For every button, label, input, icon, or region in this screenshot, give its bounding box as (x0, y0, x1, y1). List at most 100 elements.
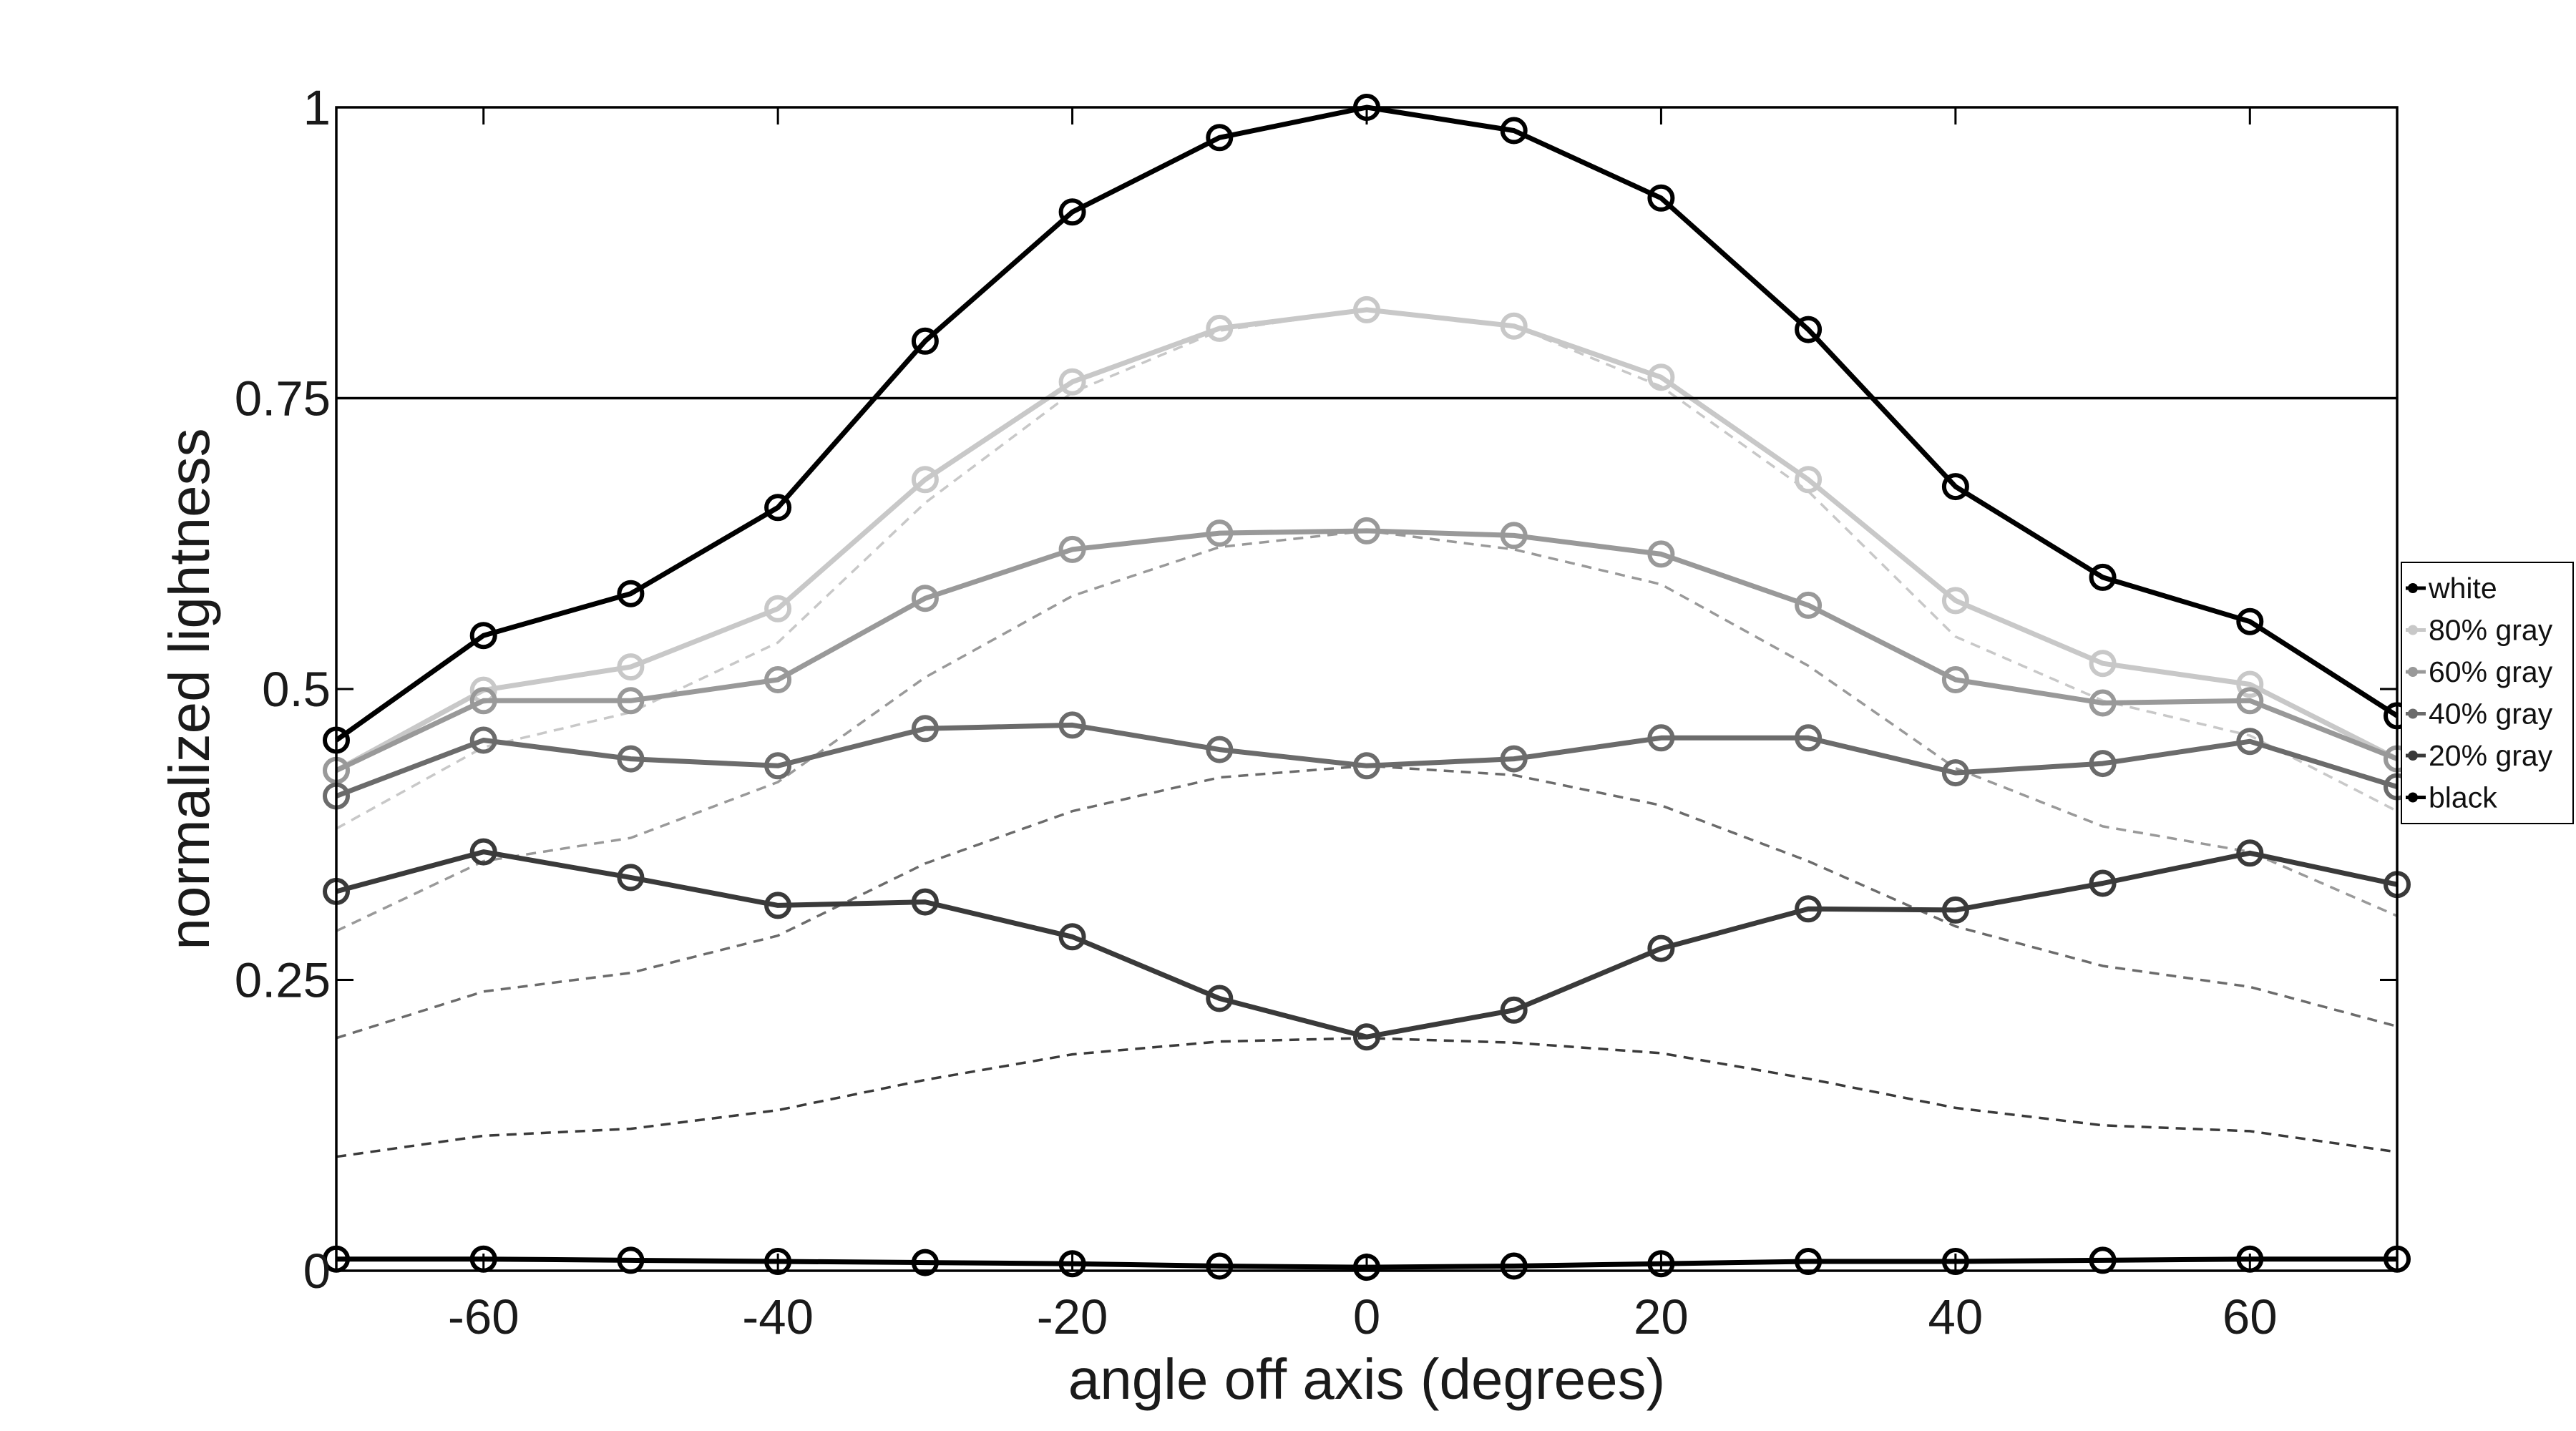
data-point (911, 466, 939, 494)
data-point (1206, 1252, 1234, 1280)
data-point (1500, 117, 1528, 145)
data-point (1353, 296, 1380, 323)
y-tick-label: 0.75 (235, 371, 331, 426)
legend-label: 40% gray (2429, 698, 2553, 731)
data-point (1500, 1252, 1528, 1280)
data-point (1795, 316, 1823, 343)
data-point (1647, 934, 1675, 962)
data-point (617, 653, 645, 681)
data-point (1941, 666, 1969, 693)
data-point (617, 745, 645, 773)
data-point (1500, 996, 1528, 1024)
data-point (1795, 895, 1823, 923)
data-point (1206, 985, 1234, 1012)
legend-item: 60% gray (2406, 655, 2553, 688)
data-point (1941, 896, 1969, 924)
data-point (764, 892, 792, 919)
series-line (335, 528, 2399, 773)
data-point (1500, 745, 1528, 773)
data-point (2236, 687, 2264, 715)
data-point (911, 585, 939, 612)
legend-label: white (2428, 572, 2497, 605)
legend-label: 80% gray (2429, 614, 2553, 647)
data-point (911, 1249, 939, 1276)
legend-label: 60% gray (2429, 655, 2553, 688)
data-point (1647, 363, 1675, 391)
data-point (1795, 591, 1823, 619)
data-point (2089, 750, 2117, 778)
data-point (1647, 184, 1675, 212)
data-point (2089, 650, 2117, 678)
x-tick-label: 20 (1634, 1289, 1689, 1344)
data-point (764, 752, 792, 780)
series-line (336, 849, 2398, 1040)
legend-item: 40% gray (2406, 698, 2553, 731)
data-point (1647, 724, 1675, 752)
y-tick-label: 1 (303, 80, 331, 135)
x-tick-label: -20 (1037, 1289, 1108, 1344)
x-tick-label: 60 (2223, 1289, 2278, 1344)
data-point (2089, 689, 2117, 717)
legend-item: black (2406, 781, 2497, 814)
data-point (764, 666, 792, 693)
data-point (469, 726, 497, 754)
data-point (1941, 759, 1969, 787)
data-point (617, 580, 645, 607)
data-point (1795, 1248, 1823, 1275)
data-point (1795, 724, 1823, 752)
data-point (1058, 923, 1086, 951)
legend-swatch-marker (2408, 625, 2418, 635)
legend-swatch-marker (2408, 583, 2418, 593)
y-tick-label: 0.25 (235, 953, 331, 1008)
series-line (335, 722, 2399, 798)
data-point (2089, 563, 2117, 591)
y-tick-label: 0 (303, 1244, 331, 1299)
data-point (764, 494, 792, 522)
data-point (1058, 198, 1086, 226)
data-point (911, 715, 939, 743)
legend-item: white (2406, 572, 2497, 605)
data-point (1058, 1250, 1086, 1278)
data-point (1058, 711, 1086, 739)
data-point (2236, 839, 2264, 867)
data-point (2236, 728, 2264, 756)
data-point (1795, 466, 1823, 494)
x-tick-label: -60 (448, 1289, 519, 1344)
x-axis-title: angle off axis (degrees) (1068, 1347, 1666, 1411)
data-point (2236, 670, 2264, 698)
data-point (469, 838, 497, 866)
data-point (1647, 540, 1675, 568)
x-tick-label: 40 (1928, 1289, 1983, 1344)
data-point (1206, 314, 1234, 342)
data-point (617, 687, 645, 715)
legend-item: 20% gray (2406, 739, 2553, 772)
data-point (1206, 736, 1234, 763)
data-point (1206, 124, 1234, 152)
data-point (469, 687, 497, 715)
data-point (764, 595, 792, 622)
y-tick-label: 0.5 (262, 662, 331, 717)
y-axis-title: normalized lightness (157, 428, 221, 949)
legend-swatch-marker (2408, 708, 2418, 719)
legend-item: 80% gray (2406, 614, 2553, 647)
data-point (1941, 473, 1969, 501)
axes: -60 -40 -20 0 20 40 60 0 0.25 0.5 0.75 1 angle off a… (157, 80, 2399, 1411)
data-point (1353, 517, 1380, 544)
legend-swatch-marker (2408, 792, 2418, 803)
series-20-gray (323, 838, 2411, 1051)
data-point (1353, 752, 1380, 780)
x-tick-label: -40 (742, 1289, 814, 1344)
series-60-gray (323, 517, 2411, 784)
data-point (1941, 587, 1969, 615)
legend-box (2401, 562, 2574, 824)
data-point (1941, 1248, 1969, 1275)
data-point (1647, 1250, 1675, 1278)
data-point (1500, 522, 1528, 550)
data-point (1058, 368, 1086, 396)
data-point (1353, 1023, 1380, 1051)
legend-label: black (2429, 781, 2497, 814)
legend: white 80% gray 60% gray 40% gray 20% gray bla… (2401, 562, 2574, 824)
data-point (617, 864, 645, 892)
x-tick-label: 0 (1353, 1289, 1380, 1344)
